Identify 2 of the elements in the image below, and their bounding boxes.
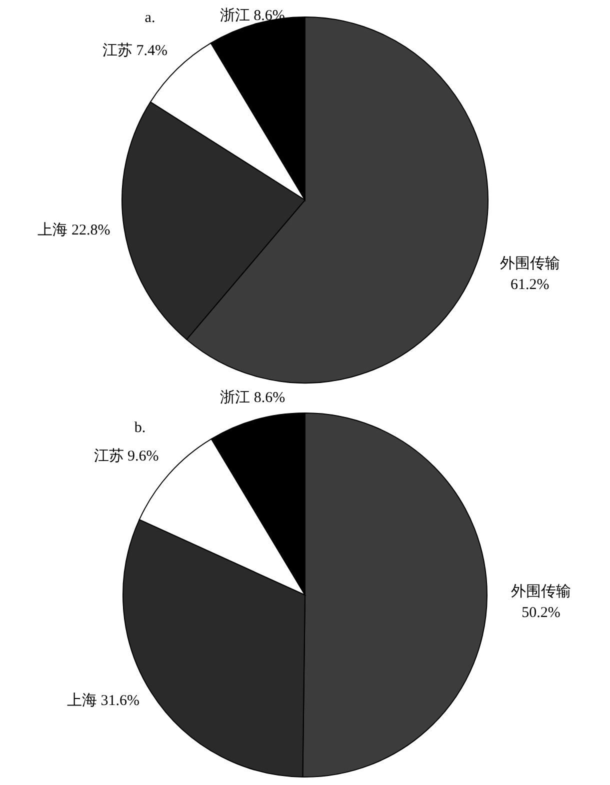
title: b. bbox=[134, 420, 146, 436]
title: a. bbox=[144, 10, 156, 26]
